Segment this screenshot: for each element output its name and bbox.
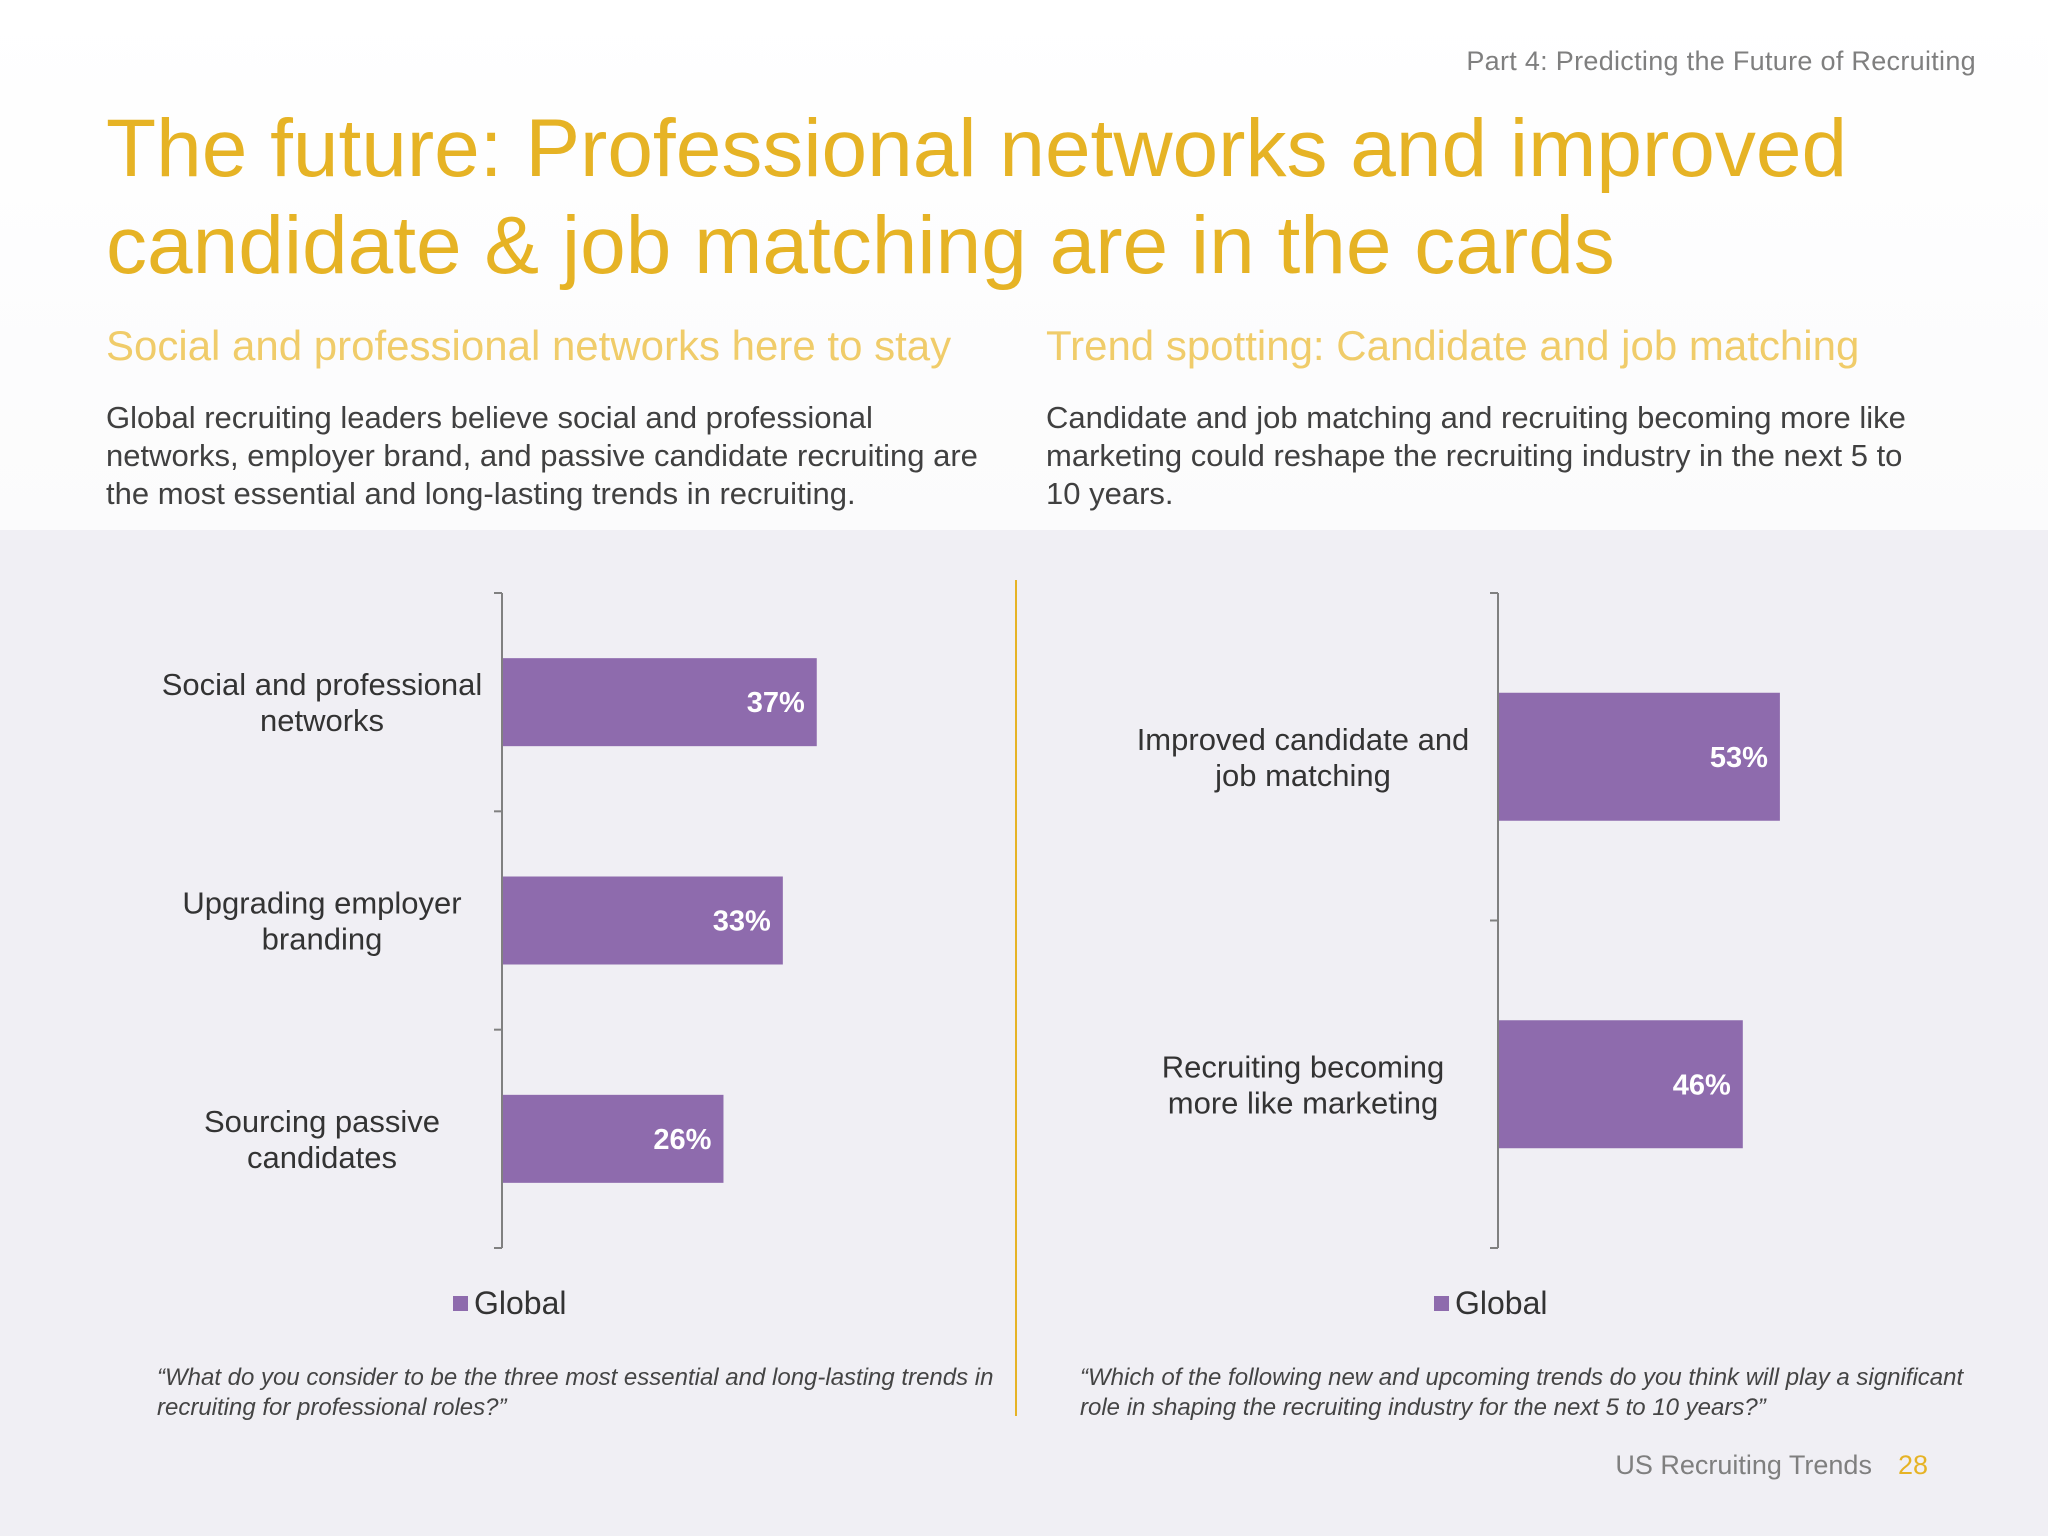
left-subtitle: Social and professional networks here to… xyxy=(106,322,952,369)
right-subtitle: Trend spotting: Candidate and job matchi… xyxy=(1046,322,1860,369)
left-survey-question: “What do you consider to be the three mo… xyxy=(157,1364,994,1421)
legend-swatch xyxy=(453,1296,468,1311)
panel-divider xyxy=(1015,580,1017,1416)
bar xyxy=(1499,1020,1743,1149)
right-bar-chart: 53% Improved candidate and job matching 46%… xyxy=(1050,580,1950,1320)
bar-value-label: 46% xyxy=(1673,1069,1731,1101)
report-name: US Recruiting Trends xyxy=(1615,1450,1872,1480)
category-label: networks xyxy=(260,703,384,738)
header-area xyxy=(0,0,2048,530)
left-description: Global recruiting leaders believe social… xyxy=(106,400,978,511)
part-label: Part 4: Predicting the Future of Recruit… xyxy=(1466,46,1976,76)
category-label: Sourcing passive xyxy=(204,1104,440,1139)
category-label: Recruiting becoming xyxy=(1162,1049,1445,1084)
page-number: 28 xyxy=(1897,1450,1928,1480)
page-title: The future: Professional networks and im… xyxy=(106,103,1848,291)
legend-swatch xyxy=(1434,1296,1449,1311)
footer: US Recruiting Trends 28 xyxy=(1615,1450,1928,1481)
category-label: Upgrading employer xyxy=(182,886,461,921)
bar-value-label: 26% xyxy=(653,1124,711,1156)
left-legend: Global xyxy=(453,1285,567,1322)
category-label: job matching xyxy=(1214,758,1391,793)
category-label: Improved candidate and xyxy=(1137,722,1470,757)
left-bar-chart: 37% Social and professional networks 33% Upg… xyxy=(100,580,960,1320)
bar xyxy=(503,876,783,965)
right-legend: Global xyxy=(1434,1285,1548,1322)
right-description: Candidate and job matching and recruitin… xyxy=(1046,400,1906,511)
category-label: Social and professional xyxy=(162,667,483,702)
right-legend-label: Global xyxy=(1455,1285,1548,1321)
category-label: branding xyxy=(262,922,383,957)
bar-value-label: 37% xyxy=(747,687,805,719)
bar xyxy=(1499,692,1780,821)
category-label: candidates xyxy=(247,1140,397,1175)
bar-value-label: 33% xyxy=(713,906,771,938)
bar xyxy=(503,1094,724,1183)
bar-value-label: 53% xyxy=(1710,742,1768,774)
left-legend-label: Global xyxy=(474,1285,567,1321)
bar xyxy=(503,658,817,747)
right-survey-question: “Which of the following new and upcoming… xyxy=(1080,1364,1964,1421)
category-label: more like marketing xyxy=(1168,1085,1438,1120)
